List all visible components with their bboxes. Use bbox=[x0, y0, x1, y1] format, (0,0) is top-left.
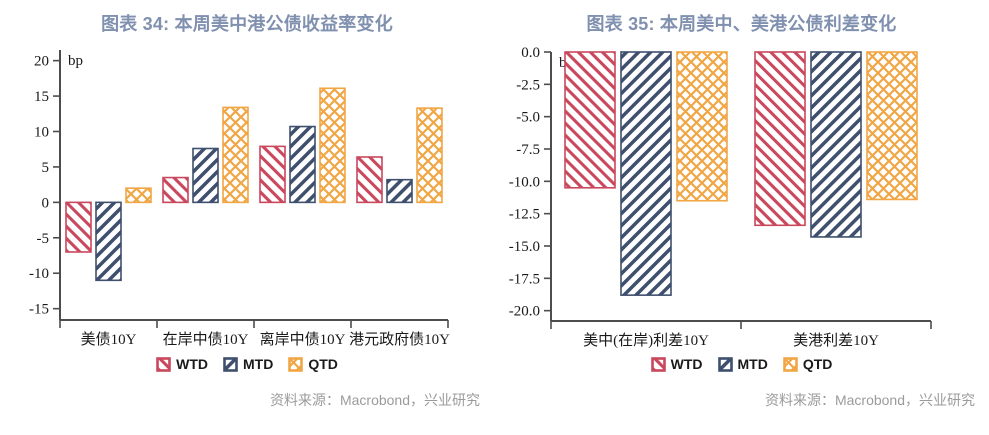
y-tick-label: -10.0 bbox=[509, 174, 540, 190]
y-tick-label: 0 bbox=[42, 195, 50, 211]
category-label: 美债10Y bbox=[81, 331, 137, 348]
y-tick-label: -5 bbox=[37, 231, 50, 247]
legend-swatch-mtd-icon bbox=[717, 356, 733, 372]
figure-34-bar-chart: 20 15 10 5 0 -5 -10 -15 美债10Y 在岸中债10Y 离岸中债10Y 港元政府债… bbox=[29, 50, 450, 348]
legend-item-mtd: MTD bbox=[223, 356, 273, 372]
bar-mtd-1 bbox=[192, 147, 219, 204]
y-tick-label: -12.5 bbox=[509, 207, 540, 223]
legend-item-mtd: MTD bbox=[717, 356, 768, 372]
y-tick-label: 20 bbox=[34, 54, 49, 70]
bar-wtd-0 bbox=[564, 51, 616, 189]
bar-qtd-3 bbox=[416, 107, 443, 204]
legend-label-wtd: WTD bbox=[670, 356, 703, 372]
y-tick-label: 15 bbox=[34, 89, 49, 105]
y-tick-label: 5 bbox=[42, 160, 50, 176]
legend-item-wtd: WTD bbox=[156, 356, 208, 372]
bar-qtd-0 bbox=[676, 51, 728, 202]
bar-wtd-2 bbox=[259, 145, 286, 204]
bar-mtd-0 bbox=[95, 201, 122, 282]
legend-swatch-mtd-icon bbox=[223, 356, 238, 372]
bar-qtd-1 bbox=[222, 106, 249, 204]
legend-item-qtd: QTD bbox=[783, 356, 833, 372]
bar-mtd-1 bbox=[810, 51, 862, 238]
bar-qtd-1 bbox=[866, 51, 918, 201]
figure-34-legend: WTD MTD QTD bbox=[0, 354, 494, 374]
legend-swatch-qtd-icon bbox=[288, 356, 304, 372]
unit-label: bp bbox=[68, 53, 83, 69]
figure-34-title: 图表 34: 本周美中港公债收益率变化 bbox=[101, 14, 393, 34]
category-label: 港元政府债10Y bbox=[349, 331, 450, 348]
y-tick-label: -15.0 bbox=[509, 239, 540, 255]
legend-swatch-wtd-icon bbox=[650, 356, 666, 372]
legend-swatch-qtd-icon bbox=[783, 356, 798, 372]
legend-item-qtd: QTD bbox=[288, 356, 338, 372]
figure-35-bar-chart: 0.0 -2.5 -5.0 -7.5 -10.0 -12.5 -15.0 -17.5 -20.0… bbox=[509, 45, 932, 349]
y-tick-label: -5.0 bbox=[516, 110, 540, 126]
figure-35-title: 图表 35: 本周美中、美港公债利差变化 bbox=[586, 14, 897, 34]
bar-qtd-2 bbox=[319, 87, 346, 204]
bar-mtd-2 bbox=[289, 125, 316, 204]
category-label: 在岸中债10Y bbox=[163, 331, 249, 348]
y-tick-label: -15 bbox=[29, 302, 49, 318]
y-tick-label: 0.0 bbox=[521, 45, 540, 61]
legend-label-qtd: QTD bbox=[308, 356, 338, 372]
bar-mtd-0 bbox=[620, 51, 672, 296]
figure-35-legend: WTD MTD QTD bbox=[494, 354, 989, 374]
category-label: 离岸中债10Y bbox=[260, 331, 346, 348]
y-tick-label: -17.5 bbox=[509, 271, 540, 287]
legend-label-qtd: QTD bbox=[802, 356, 833, 372]
bar-wtd-0 bbox=[65, 201, 92, 253]
y-tick-label: -7.5 bbox=[516, 142, 540, 158]
legend-swatch-wtd-icon bbox=[156, 356, 171, 372]
figure-35-source: 资料来源：Macrobond，兴业研究 bbox=[764, 392, 975, 408]
bar-wtd-1 bbox=[754, 51, 806, 227]
bar-wtd-3 bbox=[356, 156, 383, 204]
figure-35: 图表 35: 本周美中、美港公债利差变化 0.0 -2.5 -5.0 -7.5 -10.… bbox=[494, 0, 989, 435]
legend-label-mtd: MTD bbox=[737, 356, 768, 372]
figure-34-source: 资料来源：Macrobond，兴业研究 bbox=[269, 392, 480, 408]
y-tick-label: -20.0 bbox=[509, 304, 540, 320]
legend-label-mtd: MTD bbox=[243, 356, 274, 372]
legend-item-wtd: WTD bbox=[650, 356, 703, 372]
bar-mtd-3 bbox=[386, 178, 413, 204]
legend-label-wtd: WTD bbox=[176, 356, 208, 372]
y-tick-label: -2.5 bbox=[516, 77, 540, 93]
category-label: 美中(在岸)利差10Y bbox=[583, 332, 709, 349]
y-tick-label: -10 bbox=[29, 266, 49, 282]
bar-qtd-0 bbox=[125, 187, 152, 204]
y-tick-label: 10 bbox=[34, 124, 49, 140]
category-label: 美港利差10Y bbox=[793, 332, 879, 349]
bar-wtd-1 bbox=[162, 176, 189, 204]
figure-34: 图表 34: 本周美中港公债收益率变化 20 15 10 5 0 -5 -10 -15 美债10… bbox=[0, 0, 494, 435]
